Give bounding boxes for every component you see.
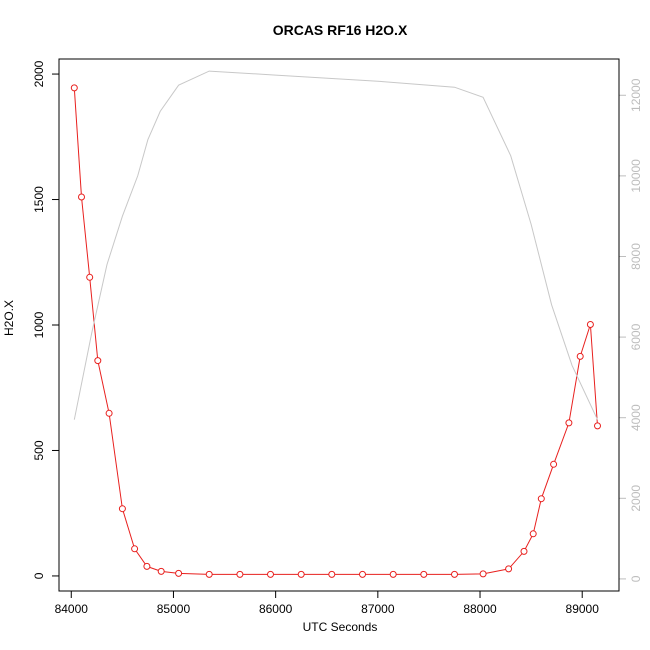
data-point-0-19 — [479, 570, 487, 578]
y-tick-label-4: 2000 — [32, 60, 46, 87]
y2-tick-label-1: 2000 — [629, 485, 643, 512]
data-point-0-1 — [78, 193, 85, 201]
data-point-0-22 — [529, 530, 537, 538]
data-point-0-5 — [118, 505, 126, 513]
data-point-0-2 — [86, 273, 94, 281]
data-point-0-6 — [131, 545, 139, 553]
y2-tick-label-2: 4000 — [629, 404, 643, 431]
data-point-0-16 — [389, 570, 397, 578]
x-tick-label-1: 85000 — [157, 602, 191, 616]
y-axis-left: 0 500 1000 1500 2000 — [32, 60, 59, 579]
data-point-0-26 — [576, 352, 584, 360]
series-line-0 — [73, 87, 598, 575]
x-tick-label-2: 86000 — [259, 602, 293, 616]
data-point-0-11 — [236, 570, 244, 578]
y-axis-label: H2O.X — [2, 300, 16, 336]
x-tick-label-0: 84000 — [55, 602, 89, 616]
data-point-0-25 — [565, 419, 573, 427]
x-axis: 84000 85000 86000 87000 88000 89000 — [55, 591, 600, 616]
y2-tick-label-5: 10000 — [629, 159, 643, 193]
data-point-0-23 — [537, 495, 545, 503]
data-point-0-9 — [175, 569, 183, 577]
data-point-0-17 — [420, 570, 428, 578]
data-point-0-18 — [451, 570, 458, 578]
data-point-0-27 — [586, 321, 594, 328]
y2-tick-label-6: 12000 — [629, 78, 643, 112]
series-line-1 — [73, 70, 598, 420]
data-point-0-3 — [94, 357, 102, 365]
y-tick-label-2: 1000 — [32, 311, 46, 338]
y-tick-label-1: 500 — [32, 440, 46, 460]
x-tick-label-5: 89000 — [566, 602, 600, 616]
x-tick-label-3: 87000 — [361, 602, 395, 616]
data-point-0-21 — [520, 547, 528, 555]
data-point-0-14 — [328, 570, 336, 578]
chart-title: ORCAS RF16 H2O.X — [273, 22, 408, 38]
x-tick-label-4: 88000 — [463, 602, 497, 616]
y2-tick-label-4: 8000 — [629, 243, 643, 270]
series-layer — [70, 70, 601, 578]
data-point-0-13 — [297, 570, 305, 578]
plot-frame — [58, 58, 620, 592]
data-point-0-10 — [205, 570, 213, 578]
x-axis-label: UTC Seconds — [303, 620, 378, 634]
data-point-0-20 — [505, 565, 513, 573]
data-point-0-7 — [143, 562, 151, 570]
data-point-0-15 — [359, 570, 366, 578]
data-point-0-4 — [105, 409, 113, 417]
data-point-0-8 — [157, 567, 165, 575]
data-point-0-28 — [594, 422, 601, 430]
y-tick-label-3: 1500 — [32, 186, 46, 213]
data-point-0-24 — [550, 460, 558, 468]
data-point-0-12 — [267, 570, 274, 578]
y-tick-label-0: 0 — [32, 572, 46, 579]
data-point-0-0 — [70, 84, 78, 92]
y2-tick-label-0: 0 — [629, 575, 643, 582]
y2-tick-label-3: 6000 — [629, 323, 643, 350]
y-axis-right: 0 2000 4000 6000 8000 10000 12000 — [619, 78, 643, 582]
